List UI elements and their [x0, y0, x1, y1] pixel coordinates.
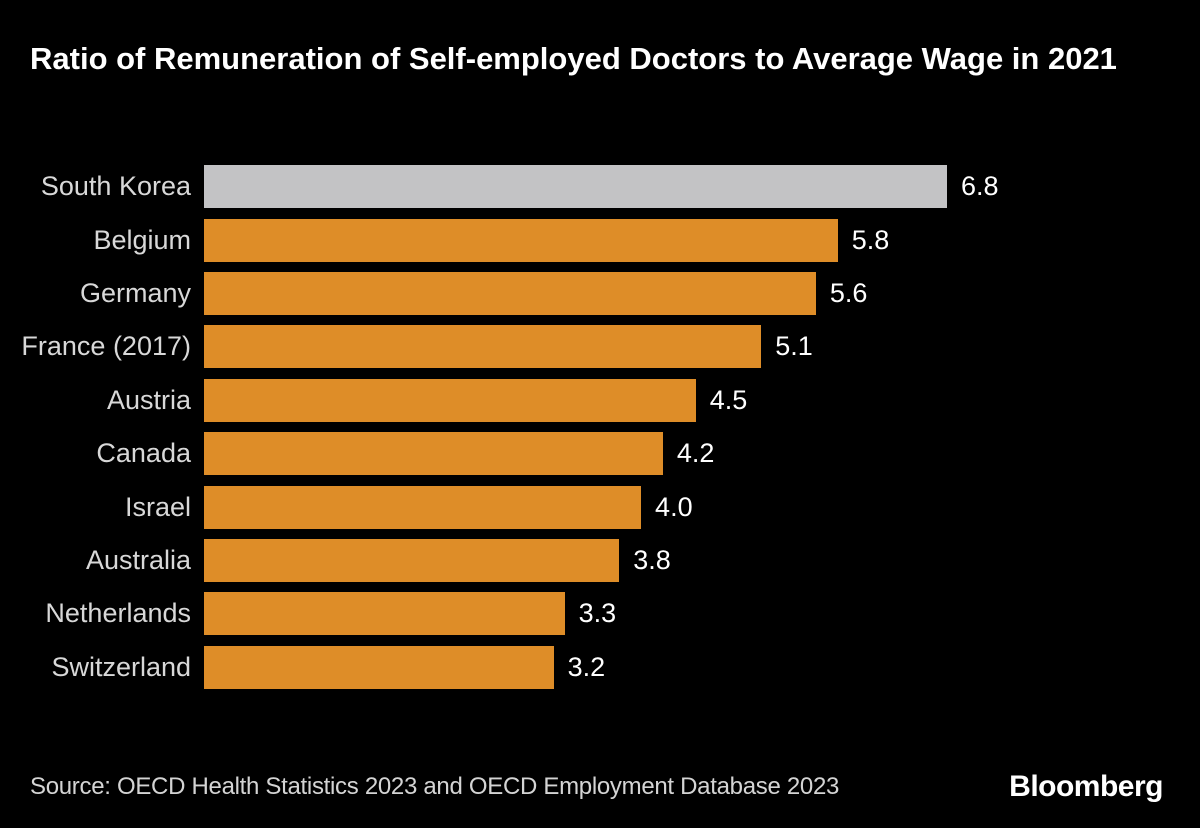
category-label: Austria — [106, 384, 191, 415]
category-label: Israel — [124, 491, 191, 522]
value-label: 4.5 — [709, 384, 748, 415]
chart-title: Ratio of Remuneration of Self-employed D… — [30, 41, 1117, 76]
value-label: 4.0 — [655, 491, 693, 522]
value-label: 4.2 — [676, 438, 715, 469]
chart-row: South Korea 6.8 — [0, 160, 1200, 213]
bar — [204, 271, 816, 315]
category-label: Australia — [85, 544, 191, 575]
chart-row: France (2017) 5.1 — [0, 320, 1200, 373]
bar — [204, 378, 696, 422]
chart-row: Germany 5.6 — [0, 267, 1200, 320]
bar — [204, 592, 565, 636]
value-label: 3.8 — [633, 544, 671, 575]
chart-footer: Source: OECD Health Statistics 2023 and … — [30, 770, 1163, 804]
chart-row: Switzerland 3.2 — [0, 641, 1200, 694]
category-label: Switzerland — [51, 651, 191, 682]
bar — [204, 165, 947, 209]
value-label: 5.8 — [851, 224, 890, 255]
chart-row: Netherlands 3.3 — [0, 587, 1200, 640]
bloomberg-logo: Bloomberg — [1009, 770, 1163, 803]
bar — [204, 485, 642, 529]
bar — [204, 432, 663, 476]
category-label: Belgium — [93, 224, 191, 255]
bar-chart: South Korea 6.8 Belgium 5.8 Germany 5.6 France… — [0, 160, 1200, 694]
bar — [204, 645, 554, 689]
bar — [204, 218, 838, 262]
value-label: 5.6 — [829, 277, 868, 308]
chart-row: Israel 4.0 — [0, 480, 1200, 533]
value-label: 3.3 — [578, 598, 617, 629]
category-label: Netherlands — [45, 598, 191, 629]
value-label: 6.8 — [961, 171, 999, 202]
bar — [204, 325, 762, 369]
chart-row: Austria 4.5 — [0, 374, 1200, 427]
chart-row: Belgium 5.8 — [0, 213, 1200, 266]
chart-row: Australia 3.8 — [0, 534, 1200, 587]
bar — [204, 538, 620, 582]
value-label: 5.1 — [775, 331, 813, 362]
category-label: Germany — [79, 277, 191, 308]
category-label: Canada — [96, 438, 191, 469]
category-label: France (2017) — [21, 331, 191, 362]
value-label: 3.2 — [567, 651, 606, 682]
source-note: Source: OECD Health Statistics 2023 and … — [30, 773, 840, 800]
chart-row: Canada 4.2 — [0, 427, 1200, 480]
category-label: South Korea — [40, 171, 191, 202]
